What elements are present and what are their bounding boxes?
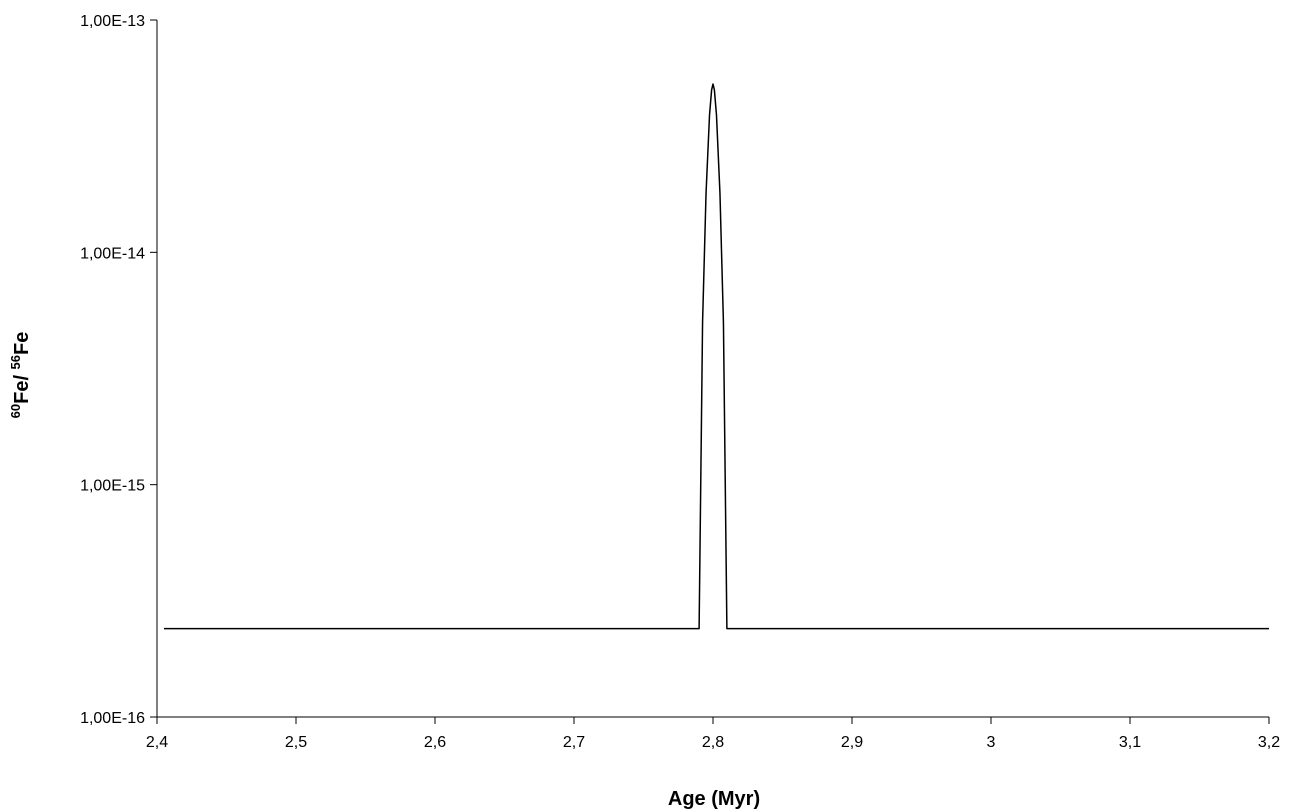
y-axis-title-text1: Fe/	[11, 369, 33, 403]
x-tick-label: 2,4	[146, 734, 168, 751]
x-tick-label: 2,6	[424, 734, 446, 751]
y-tick-label: 1,00E-16	[80, 710, 145, 727]
y-ticks: 1,00E-16 1,00E-15 1,00E-14 1,00E-13	[80, 13, 157, 727]
x-ticks: 2,4 2,5 2,6 2,7 2,8 2,9 3 3,1 3,2	[146, 717, 1280, 751]
y-axis-title-text2: Fe	[11, 332, 33, 355]
x-tick-label: 3	[987, 734, 996, 751]
y-axis-title-sup1: 60	[8, 404, 23, 418]
series-line	[163, 83, 1269, 630]
x-tick-label: 2,8	[702, 734, 724, 751]
y-axis-title-sup2: 56	[8, 355, 23, 369]
x-tick-label: 2,7	[563, 734, 585, 751]
y-tick-label: 1,00E-15	[80, 478, 145, 495]
y-axis-title: 60Fe/ 56Fe	[8, 332, 33, 419]
x-tick-label: 2,9	[841, 734, 863, 751]
y-tick-label: 1,00E-13	[80, 13, 145, 30]
series-group	[163, 83, 1269, 630]
x-tick-label: 2,5	[285, 734, 307, 751]
x-axis-title: Age (Myr)	[668, 788, 760, 810]
x-tick-label: 3,2	[1258, 734, 1280, 751]
y-tick-label: 1,00E-14	[80, 245, 145, 262]
x-tick-label: 3,1	[1119, 734, 1141, 751]
